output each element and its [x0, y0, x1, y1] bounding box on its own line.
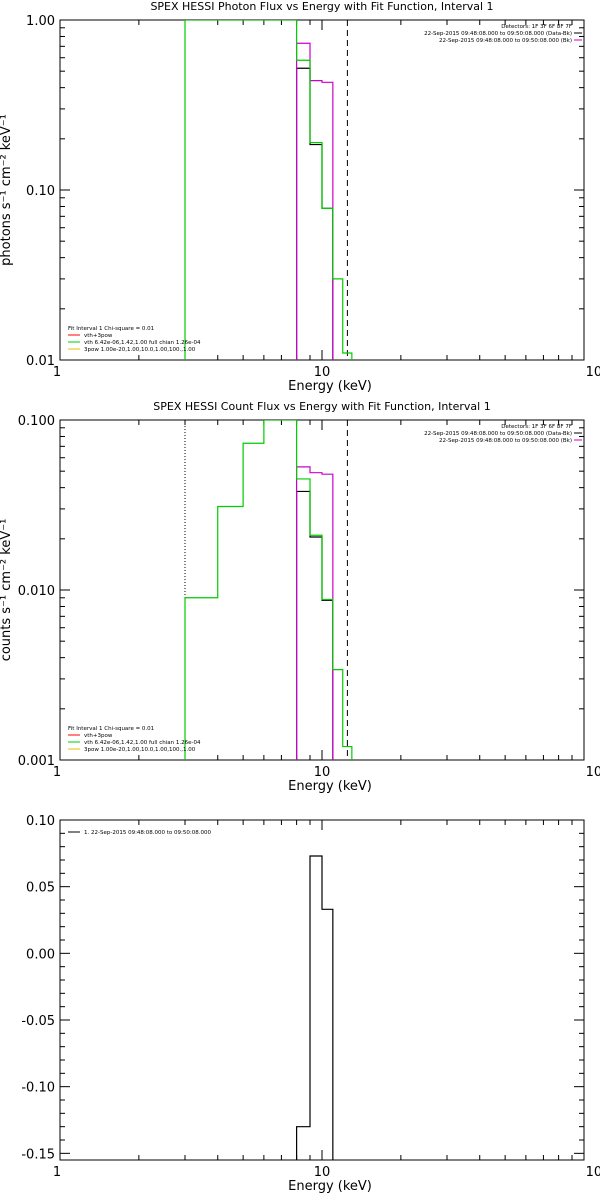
x-tick-label: 1 — [53, 765, 61, 780]
chart-panel-2: SPEX HESSI Count Flux vs Energy with Fit… — [0, 400, 600, 794]
y-tick-label: 0.100 — [18, 414, 55, 429]
x-tick-label: 1 — [53, 1165, 61, 1180]
y-tick-label: 0.10 — [26, 814, 55, 829]
y-tick-label: 0.05 — [26, 881, 55, 896]
legend-label: vth+3pow — [84, 733, 113, 739]
y-axis-label: photons s⁻¹ cm⁻² keV⁻¹ — [0, 114, 14, 266]
series-residual-histogram — [296, 855, 334, 1160]
y-axis-ticks — [60, 427, 584, 761]
series-data-bk-histogram — [296, 490, 334, 760]
legend-label: vth 6.42e-06,1.42,1.00 full chian 1.26e-… — [84, 340, 201, 346]
x-tick-label: 100 — [586, 365, 600, 380]
y-tick-label: -0.15 — [21, 1147, 55, 1162]
y-tick-label: 1.00 — [26, 14, 55, 29]
info-line: 22-Sep-2015 09:48:08.000 to 09:50:08.000… — [424, 31, 572, 37]
legend-label: 3pow 1.00e-20,1.00,10.0,1.00,100.,1.00 — [84, 347, 196, 353]
legend-label: 3pow 1.00e-20,1.00,10.0,1.00,100.,1.00 — [84, 747, 196, 753]
y-tick-label: 0.010 — [18, 584, 55, 599]
y-axis-ticks — [60, 27, 584, 361]
x-tick-label: 10 — [314, 365, 331, 380]
legend-label: 1. 22-Sep-2015 09:48:08.000 to 09:50:08.… — [84, 830, 211, 836]
y-tick-label: -0.05 — [21, 1014, 55, 1029]
x-axis-ticks — [59, 820, 573, 1160]
series-model-histogram — [184, 20, 353, 360]
chart-title: SPEX HESSI Count Flux vs Energy with Fit… — [153, 400, 490, 413]
legend-label: vth 6.42e-06,1.42,1.00 full chian 1.26e-… — [84, 740, 201, 746]
info-line: 22-Sep-2015 09:48:08.000 to 09:50:08.000… — [439, 438, 572, 444]
legend-title: Fit Interval 1 Chi-square = 0.01 — [68, 726, 154, 732]
x-tick-label: 100 — [586, 765, 600, 780]
y-tick-label: 0.001 — [18, 754, 55, 769]
x-tick-label: 10 — [314, 1165, 331, 1180]
x-tick-label: 100 — [586, 1165, 600, 1180]
plot-area — [184, 420, 353, 760]
x-axis-label: Energy (keV) — [288, 1179, 372, 1194]
x-axis-ticks — [59, 420, 573, 760]
y-tick-label: 0.00 — [26, 947, 55, 962]
plot-area — [296, 855, 334, 1160]
chart-panel-1: SPEX HESSI Photon Flux vs Energy with Fi… — [0, 0, 600, 394]
y-axis-ticks — [60, 819, 584, 1154]
plot-area — [184, 20, 353, 360]
x-tick-label: 10 — [314, 765, 331, 780]
info-line: Detectors: 1F 3F 6F 8F 7F — [501, 424, 572, 430]
info-line: 22-Sep-2015 09:48:08.000 to 09:50:08.000… — [424, 431, 572, 437]
y-axis-label: counts s⁻¹ cm⁻² keV⁻¹ — [0, 519, 14, 662]
legend-title: Fit Interval 1 Chi-square = 0.01 — [68, 326, 154, 332]
x-axis-label: Energy (keV) — [288, 779, 372, 794]
x-tick-label: 1 — [53, 365, 61, 380]
y-tick-label: -0.10 — [21, 1081, 55, 1096]
chart-panel-3: 1 10 100 Energy (keV) 0.10 0.05 0.00 -0.05 -0.10… — [21, 814, 600, 1194]
info-line: Detectors: 1F 3F 6F 8F 7F — [501, 24, 572, 30]
x-axis-ticks — [59, 20, 573, 360]
chart-title: SPEX HESSI Photon Flux vs Energy with Fi… — [150, 0, 493, 13]
y-tick-label: 0.01 — [26, 354, 55, 369]
x-axis-label: Energy (keV) — [288, 379, 372, 394]
y-tick-label: 0.10 — [26, 184, 55, 199]
legend-label: vth+3pow — [84, 333, 113, 339]
series-model-histogram — [184, 420, 353, 760]
series-bk-histogram — [296, 42, 334, 360]
info-line: 22-Sep-2015 09:48:08.000 to 09:50:08.000… — [439, 38, 572, 44]
series-bk-histogram — [296, 466, 334, 760]
